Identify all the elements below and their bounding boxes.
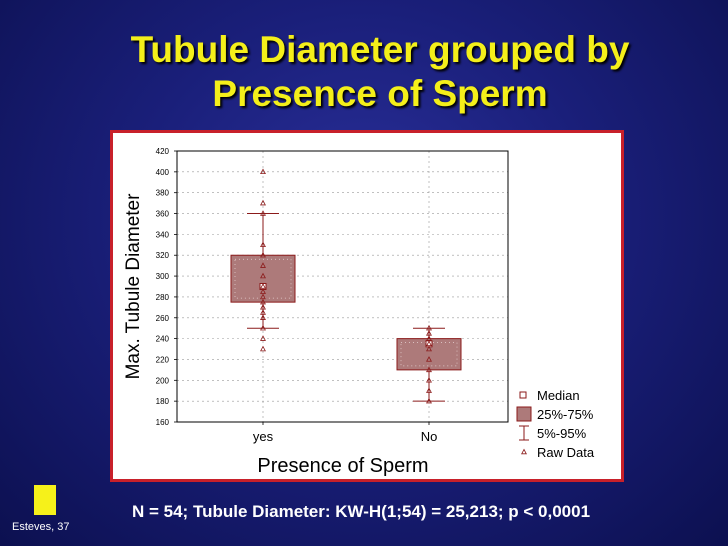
x-tick-label-no: No <box>421 429 438 444</box>
y-tick-label: 200 <box>156 376 170 385</box>
slide-title: Tubule Diameter grouped by Presence of S… <box>60 28 700 116</box>
statistics-summary: N = 54; Tubule Diameter: KW-H(1;54) = 25… <box>132 502 591 521</box>
footer-author: Esteves, 37 <box>12 521 70 533</box>
y-tick-label: 320 <box>156 251 170 260</box>
chart-frame: 160 180 200 220 240 260 280 300 320 340 360 380 400 4… <box>110 130 624 482</box>
raw-data-point <box>260 210 266 216</box>
y-tick-label: 420 <box>156 147 170 156</box>
legend-median-swatch <box>519 391 527 399</box>
raw-data-point <box>260 309 266 315</box>
legend-label: 5%-95% <box>537 426 587 441</box>
raw-data-point <box>260 272 266 279</box>
y-tick-label: 300 <box>156 272 170 281</box>
title-line-2: Presence of Sperm <box>212 73 548 114</box>
boxplot-chart: 160 180 200 220 240 260 280 300 320 340 360 380 400 4… <box>123 147 595 477</box>
y-tick-label: 380 <box>156 189 170 198</box>
raw-data-point <box>260 324 266 331</box>
yellow-marker <box>34 485 56 515</box>
legend-label: 25%-75% <box>537 407 594 422</box>
x-tick-label-yes: yes <box>253 429 274 444</box>
box-texture-yes <box>234 258 292 299</box>
raw-data-point <box>426 345 432 352</box>
raw-data-point <box>260 283 266 289</box>
raw-data-point <box>260 199 266 206</box>
raw-data-point <box>426 324 432 331</box>
legend-box-swatch <box>516 406 532 422</box>
legend-label: Raw Data <box>537 445 595 460</box>
y-axis-label: Max. Tubule Diameter <box>123 193 144 380</box>
raw-data-point <box>260 293 266 300</box>
y-tick-label: 280 <box>156 293 170 302</box>
y-tick-label: 400 <box>156 168 170 177</box>
raw-data-point <box>260 288 266 294</box>
x-axis-label: Presence of Sperm <box>257 455 428 477</box>
raw-data-point <box>260 345 266 352</box>
y-tick-label: 220 <box>156 355 170 364</box>
raw-data-point <box>260 314 266 320</box>
y-tick-label: 260 <box>156 314 170 323</box>
raw-data-point <box>426 397 432 404</box>
raw-data-point <box>426 330 432 336</box>
raw-data-point <box>260 168 266 175</box>
y-tick-label: 160 <box>156 418 170 427</box>
raw-data-point <box>426 356 432 362</box>
raw-data-point <box>260 262 266 268</box>
plot-area <box>176 150 509 423</box>
raw-data-point <box>260 303 266 310</box>
title-line-1: Tubule Diameter grouped by <box>130 29 630 70</box>
y-tick-label: 180 <box>156 397 170 406</box>
raw-data-point <box>260 335 266 341</box>
legend-raw-swatch <box>521 448 527 455</box>
raw-data-point <box>260 241 266 248</box>
raw-data-point <box>260 298 266 305</box>
y-tick-label: 240 <box>156 335 170 344</box>
raw-data-point <box>426 335 432 341</box>
raw-data-point <box>260 251 266 258</box>
raw-data-point <box>426 340 432 347</box>
raw-data-point <box>426 366 432 373</box>
legend-label: Median <box>537 388 580 403</box>
raw-data-point <box>426 376 432 383</box>
y-tick-label: 340 <box>156 230 170 239</box>
y-tick-label: 360 <box>156 210 170 219</box>
raw-data-point <box>426 387 432 393</box>
